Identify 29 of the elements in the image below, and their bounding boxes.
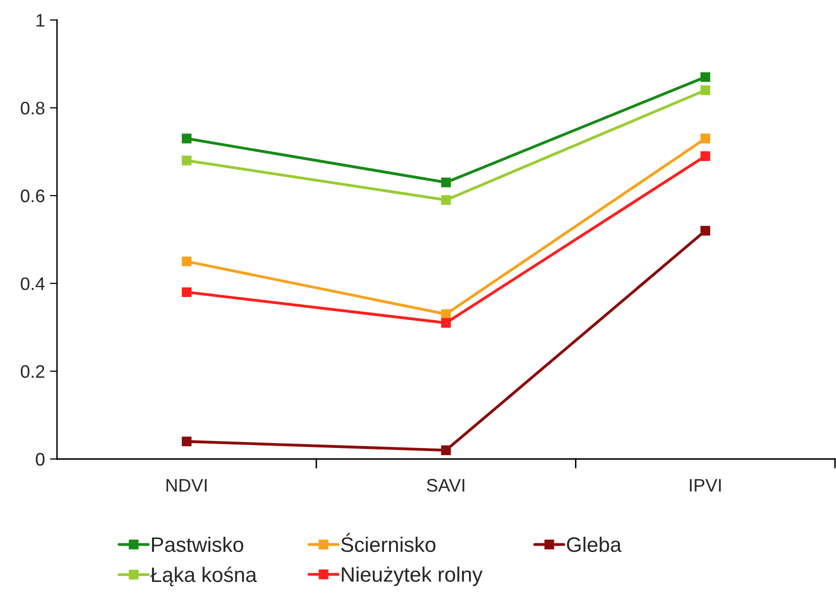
point — [700, 151, 710, 161]
x-tick-label: SAVI — [426, 478, 464, 492]
point — [182, 436, 192, 446]
y-tick-label: 0.6 — [20, 190, 44, 202]
point — [182, 156, 192, 166]
point — [441, 195, 451, 205]
y-tick-label: 1 — [36, 14, 44, 27]
point — [182, 256, 192, 266]
point — [441, 309, 451, 319]
legend-label: Łąka kośna — [150, 566, 257, 586]
point — [182, 134, 192, 144]
point — [182, 287, 192, 298]
x-tick-label: NDVI — [166, 479, 207, 492]
legend-label: Pastwisko — [152, 536, 244, 552]
point — [700, 72, 710, 82]
y-tick-label: 0.2 — [20, 365, 44, 378]
point — [441, 318, 451, 328]
point — [441, 178, 451, 188]
point — [700, 226, 710, 236]
point — [700, 134, 710, 144]
legend-label: Gleba — [566, 536, 622, 552]
y-tick-label: 0.4 — [20, 277, 45, 290]
y-tick-label: 0.8 — [20, 102, 44, 115]
point — [700, 85, 710, 96]
y-tick-label: 0 — [36, 452, 44, 466]
x-tick-label: IPVI — [690, 479, 721, 492]
legend-label: Ściernisko — [341, 533, 436, 552]
point — [441, 445, 451, 456]
legend-label: Nieużytek rolny — [342, 566, 483, 586]
